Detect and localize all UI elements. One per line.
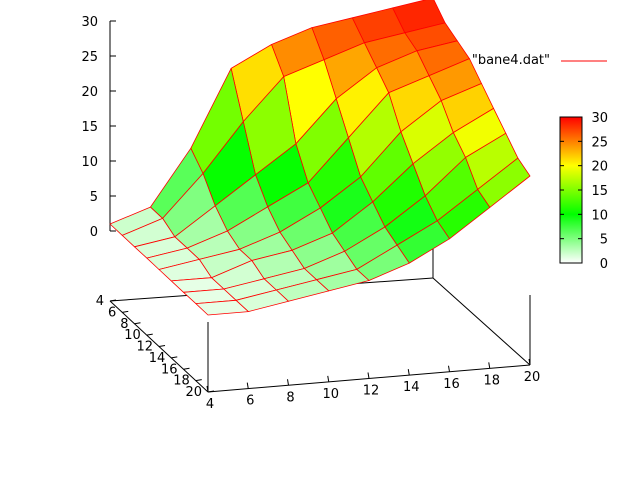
x-tick-label: 14 [403,380,420,395]
y-tick-mark [158,345,166,347]
y-tick-label: 8 [120,317,128,332]
y-tick-label: 20 [185,385,202,400]
surface-patch [195,299,249,316]
x-tick-mark [448,365,450,372]
colorbar-ticks: 0 5 10 15 20 25 30 [560,111,608,272]
z-tick-label: 25 [81,50,98,65]
y-tick-mark [146,333,153,336]
y-tick-mark [207,390,215,393]
y-tick-mark [134,322,141,325]
y-tick-label: 12 [136,340,153,355]
x-tick-mark [528,358,531,366]
x-tick-mark [327,375,330,382]
x-tick-label: 8 [286,390,294,405]
legend: "bane4.dat" [472,53,607,68]
colorbar-tick-label: 25 [591,135,608,150]
z-tick-label: 30 [81,15,98,30]
z-tick-label: 15 [81,120,98,135]
x-tick-label: 10 [322,387,339,402]
x-tick-label: 18 [483,373,500,388]
y-tick-mark [171,356,178,359]
z-tick-label: 20 [81,85,98,100]
colorbar-tick-label: 20 [591,160,608,175]
colorbar: 0 5 10 15 20 25 30 [559,111,608,272]
y-tick-label: 6 [108,305,116,320]
axis-ticks: 4 6 8 10 12 14 16 18 204681012141618200510152025… [81,15,540,412]
x-tick-label: 20 [524,370,541,385]
y-tick-label: 16 [161,362,178,377]
y-tick-label: 10 [124,328,141,343]
y-tick-mark [109,299,117,302]
floor-edge-right [432,277,531,366]
x-tick-label: 16 [443,377,460,392]
y-tick-label: 4 [96,294,104,309]
x-tick-label: 4 [206,397,214,412]
x-tick-mark [246,382,249,389]
colorbar-tick-label: 5 [600,233,608,248]
x-tick-mark [407,369,410,376]
x-tick-mark [287,379,289,386]
y-tick-mark [122,310,129,313]
y-tick-label: 18 [173,374,190,389]
y-tick-label: 14 [149,351,166,366]
z-tick-label: 5 [90,190,98,205]
y-tick-mark [195,379,202,382]
colorbar-tick-label: 10 [591,208,608,223]
surface-mesh [109,0,531,316]
x-tick-mark [488,362,491,369]
x-tick-mark [367,372,370,379]
x-tick-mark [206,385,209,393]
x-tick-label: 6 [246,394,254,409]
z-tick-label: 0 [90,225,98,240]
legend-label: "bane4.dat" [472,53,550,68]
colorbar-tick-label: 0 [600,257,608,272]
colorbar-tick-label: 30 [591,111,608,126]
y-tick-mark [183,367,190,370]
z-tick-label: 10 [81,155,98,170]
colorbar-tick-label: 15 [591,184,608,199]
x-tick-label: 12 [363,384,380,399]
